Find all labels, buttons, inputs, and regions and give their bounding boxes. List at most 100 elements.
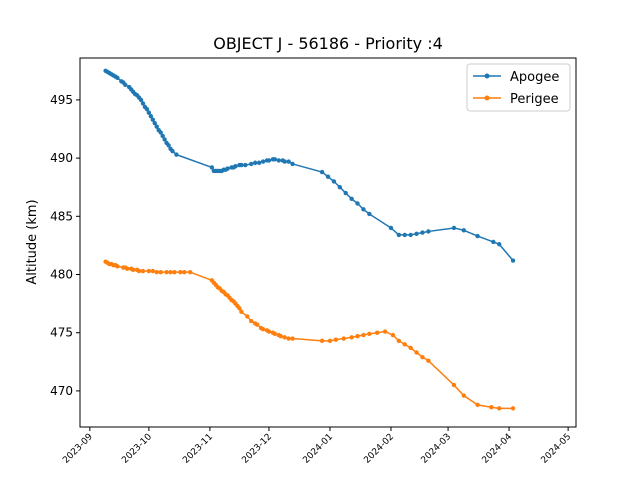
data-point-perigee <box>333 337 339 342</box>
data-point-perigee <box>237 306 242 311</box>
data-point-apogee <box>325 174 331 179</box>
data-point-perigee <box>390 332 396 338</box>
data-point-apogee <box>166 143 171 148</box>
data-point-perigee <box>115 264 120 269</box>
data-point-perigee <box>130 267 136 273</box>
data-point-apogee <box>282 159 287 164</box>
data-point-apogee <box>160 133 165 139</box>
data-point-apogee <box>426 229 431 234</box>
data-point-apogee <box>349 196 354 202</box>
data-point-apogee <box>402 232 407 238</box>
data-point-apogee <box>249 161 254 167</box>
data-point-apogee <box>276 158 281 163</box>
y-tick-label: 490 <box>50 151 73 165</box>
data-point-apogee <box>266 158 272 163</box>
data-point-perigee <box>178 269 183 275</box>
data-point-perigee <box>182 269 187 275</box>
data-point-perigee <box>239 309 244 314</box>
legend-label: Apogee <box>510 70 559 85</box>
data-point-apogee <box>451 225 457 231</box>
data-point-apogee <box>388 225 394 231</box>
y-tick-label: 470 <box>50 384 73 398</box>
data-point-perigee <box>361 332 366 338</box>
data-point-perigee <box>140 268 146 274</box>
data-point-perigee <box>497 406 502 411</box>
data-point-apogee <box>396 232 402 238</box>
data-point-apogee <box>158 130 163 135</box>
data-point-perigee <box>426 358 431 363</box>
data-point-perigee <box>414 350 419 355</box>
legend-swatch-marker <box>484 95 490 101</box>
y-tick-label: 475 <box>50 326 73 340</box>
data-point-perigee <box>375 330 380 335</box>
data-point-apogee <box>154 124 159 129</box>
data-point-apogee <box>150 117 156 122</box>
data-point-perigee <box>172 269 177 275</box>
data-point-perigee <box>382 329 388 334</box>
data-point-apogee <box>361 207 366 212</box>
y-tick-label: 495 <box>50 93 73 107</box>
data-point-apogee <box>497 242 502 247</box>
data-point-apogee <box>272 157 278 162</box>
data-point-apogee <box>225 166 230 171</box>
data-point-apogee <box>491 239 496 245</box>
data-point-apogee <box>239 162 244 168</box>
data-point-apogee <box>233 164 238 169</box>
data-point-apogee <box>174 152 179 157</box>
data-point-apogee <box>461 228 467 233</box>
data-point-apogee <box>115 75 120 80</box>
data-point-apogee <box>144 107 150 112</box>
data-point-perigee <box>319 338 325 344</box>
plot-frame <box>79 57 577 428</box>
data-point-apogee <box>256 160 262 165</box>
data-point-perigee <box>249 318 254 324</box>
data-point-perigee <box>402 342 407 347</box>
data-point-perigee <box>282 335 287 340</box>
data-point-perigee <box>164 269 169 275</box>
data-point-perigee <box>254 322 260 327</box>
data-point-apogee <box>162 137 167 142</box>
data-point-apogee <box>408 232 413 238</box>
legend-label: Perigee <box>510 92 559 107</box>
data-point-apogee <box>343 190 348 196</box>
legend-swatch-marker <box>484 73 490 79</box>
data-point-apogee <box>290 161 295 167</box>
data-point-apogee <box>355 201 360 206</box>
data-point-perigee <box>510 406 516 411</box>
data-point-apogee <box>146 110 152 115</box>
data-point-apogee <box>286 159 291 164</box>
data-point-apogee <box>243 162 248 168</box>
data-point-perigee <box>327 338 333 344</box>
data-point-apogee <box>331 179 337 184</box>
data-point-apogee <box>152 120 157 126</box>
chart-title: OBJECT J - 56186 - Priority :4 <box>213 34 443 53</box>
data-point-apogee <box>123 82 128 87</box>
data-point-apogee <box>138 97 144 103</box>
data-point-perigee <box>260 327 266 332</box>
data-point-perigee <box>396 338 402 344</box>
data-point-perigee <box>341 336 346 341</box>
data-point-apogee <box>510 258 516 263</box>
data-point-perigee <box>451 382 457 388</box>
data-point-apogee <box>148 114 154 119</box>
y-tick-label: 480 <box>50 268 73 282</box>
data-point-perigee <box>461 393 467 398</box>
data-point-perigee <box>355 334 360 339</box>
data-point-apogee <box>475 233 480 239</box>
data-point-perigee <box>475 402 480 408</box>
data-point-perigee <box>158 269 163 275</box>
data-point-perigee <box>146 268 152 274</box>
data-point-perigee <box>272 331 278 337</box>
data-point-perigee <box>367 331 372 337</box>
data-point-apogee <box>367 211 372 217</box>
data-point-perigee <box>125 266 130 271</box>
data-point-apogee <box>420 230 425 235</box>
y-tick-label: 485 <box>50 209 73 223</box>
data-point-apogee <box>252 160 258 165</box>
data-point-perigee <box>245 314 250 319</box>
data-point-apogee <box>337 185 343 190</box>
data-point-perigee <box>168 269 173 275</box>
data-point-apogee <box>209 165 215 170</box>
data-point-apogee <box>414 231 419 236</box>
